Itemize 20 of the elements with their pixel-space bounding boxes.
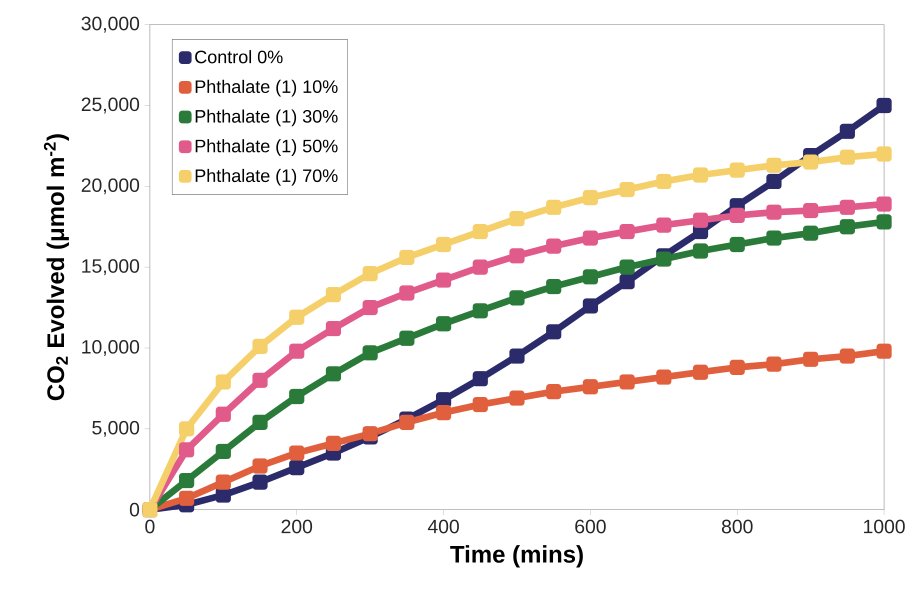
legend-label: Phthalate (1) 70% [196, 169, 338, 186]
legend-label: Phthalate (1) 50% [196, 139, 338, 156]
x-tick-label: 800 [722, 520, 753, 534]
y-tick-label: 10,000 [82, 340, 140, 356]
y-tick-label: 25,000 [82, 98, 140, 114]
legend-label: Control 0% [195, 50, 283, 64]
y-tick-label: 30,000 [82, 16, 140, 33]
x-tick-label: 1000 [864, 520, 905, 534]
y-axis-title: CO$_{2}$ Evolved (μmol m$^{-2}$) [44, 134, 69, 400]
x-tick-label: 600 [575, 520, 606, 534]
x-axis-title: Time (mins) [450, 545, 583, 568]
x-tick-label: 400 [428, 520, 459, 534]
x-tick-label: 0 [145, 520, 155, 534]
legend-label: Phthalate (1) 30% [196, 110, 338, 126]
legend-label: Phthalate (1) 10% [196, 80, 338, 97]
x-tick-label: 200 [282, 520, 312, 534]
y-tick-label: 5,000 [92, 421, 140, 437]
y-tick-label: 20,000 [82, 178, 140, 194]
y-tick-label: 15,000 [82, 259, 140, 276]
y-tick-label: 0 [130, 503, 140, 517]
